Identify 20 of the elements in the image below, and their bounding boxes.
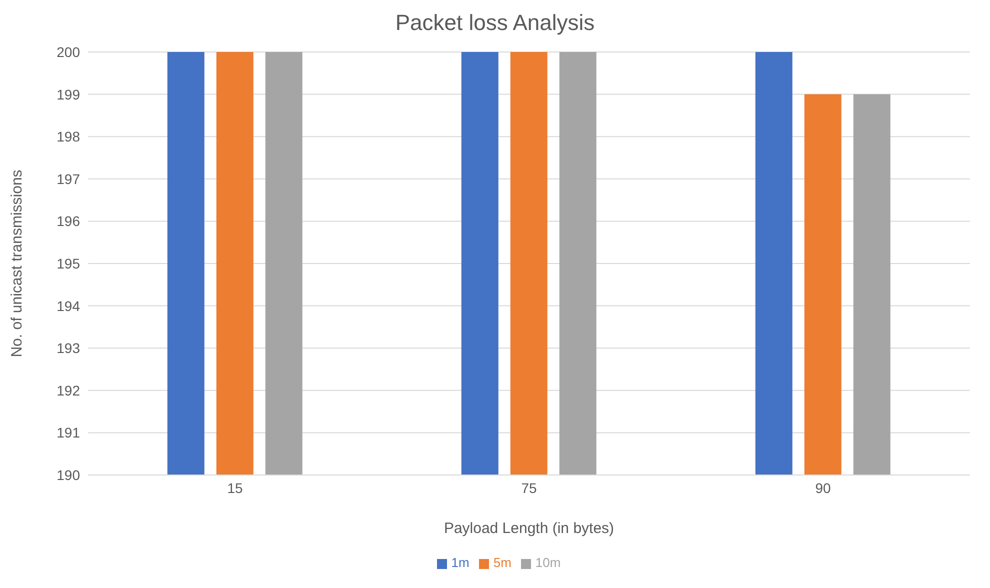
legend-label: 5m xyxy=(493,555,512,570)
legend-label: 10m xyxy=(535,555,561,570)
y-tick-label: 199 xyxy=(56,86,80,102)
legend-label: 1m xyxy=(451,555,470,570)
x-axis-title: Payload Length (in bytes) xyxy=(444,520,614,537)
y-tick-label: 191 xyxy=(56,424,80,441)
y-tick-label: 198 xyxy=(56,128,80,145)
y-tick-label: 194 xyxy=(56,298,80,314)
y-tick-label: 195 xyxy=(56,255,80,272)
y-tick-label: 196 xyxy=(56,213,80,230)
chart-title: Packet loss Analysis xyxy=(394,10,596,36)
y-tick-label: 200 xyxy=(56,44,80,60)
x-tick-label: 75 xyxy=(521,480,537,496)
x-tick-label: 15 xyxy=(227,480,243,496)
y-axis-title: No. of unicast transmissions xyxy=(8,170,26,358)
y-tick-label: 192 xyxy=(56,382,80,398)
y-tick-label: 190 xyxy=(56,466,80,483)
y-tick-label: 197 xyxy=(56,170,80,187)
y-tick-label: 193 xyxy=(56,340,80,356)
x-tick-label: 90 xyxy=(815,480,831,496)
